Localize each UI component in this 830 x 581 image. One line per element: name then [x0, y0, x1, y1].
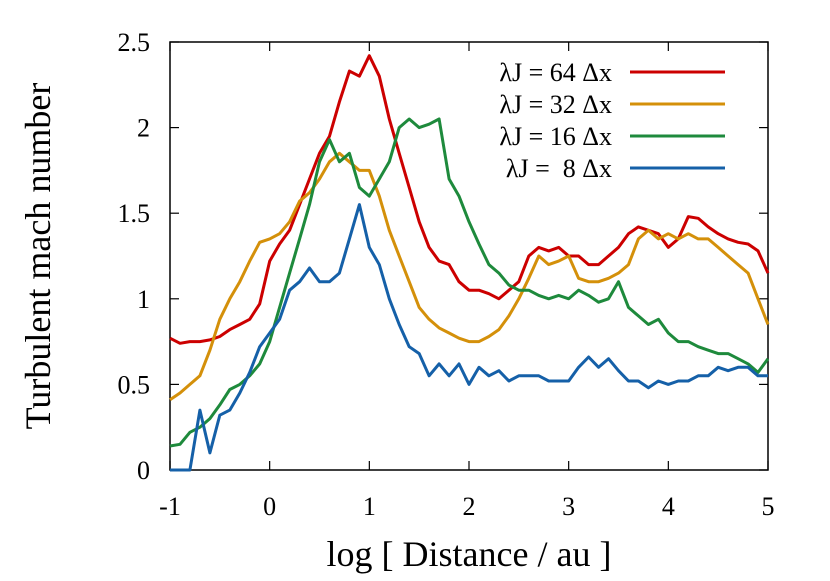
y-tick-label: 1.5: [118, 199, 151, 228]
x-tick-label: 2: [463, 492, 476, 521]
data-line: [169, 117, 770, 448]
y-tick-label: 0: [137, 456, 150, 485]
y-tick-label: 2.5: [118, 28, 151, 57]
legend-label: λJ = 32 Δx: [499, 90, 612, 119]
legend-label: λJ = 64 Δx: [499, 58, 612, 87]
x-axis-label: log [ Distance / au ]: [327, 534, 612, 574]
x-tick-label: 4: [662, 492, 675, 521]
data-line: [170, 203, 768, 472]
x-tick-label: -1: [159, 492, 181, 521]
data-line: [169, 54, 770, 345]
x-tick-label: 0: [263, 492, 276, 521]
y-axis-label: Turbulent mach number: [18, 83, 58, 430]
y-tick-label: 0.5: [118, 370, 151, 399]
x-tick-label: 3: [562, 492, 575, 521]
data-line: [169, 151, 770, 402]
legend-label: λJ = 8 Δx: [506, 154, 612, 183]
x-tick-label: 1: [363, 492, 376, 521]
plot-frame: [169, 41, 769, 471]
y-tick-label: 2: [137, 114, 150, 143]
legend-label: λJ = 16 Δx: [499, 122, 612, 151]
x-tick-label: 5: [762, 492, 775, 521]
y-tick-label: 1: [137, 285, 150, 314]
